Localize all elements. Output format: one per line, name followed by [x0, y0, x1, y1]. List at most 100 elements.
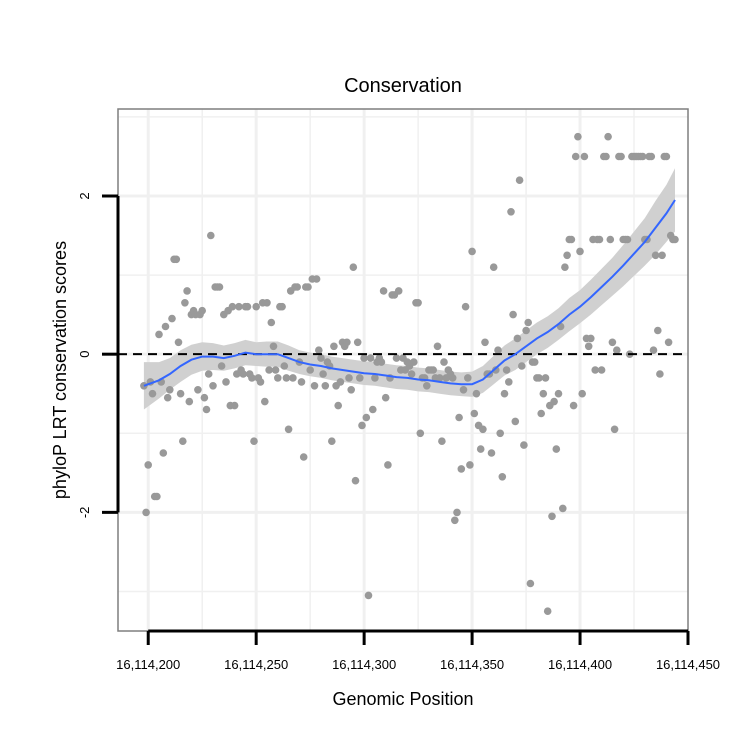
data-point — [476, 445, 485, 453]
data-point — [515, 176, 524, 184]
data-point — [235, 302, 243, 311]
data-point — [289, 374, 297, 382]
data-point — [261, 397, 269, 406]
data-point — [198, 306, 206, 315]
data-point — [153, 492, 161, 501]
data-point — [304, 283, 312, 291]
data-point — [651, 251, 660, 260]
data-point — [513, 334, 522, 343]
data-point — [377, 358, 386, 366]
data-point — [207, 231, 215, 240]
data-point — [148, 389, 157, 398]
y-axis: -2 0 2 — [77, 192, 120, 518]
y-tick-label: 0 — [77, 351, 92, 358]
data-point — [321, 382, 330, 390]
data-point — [269, 342, 278, 351]
data-point — [500, 389, 509, 398]
data-point — [351, 476, 360, 485]
data-point — [552, 445, 561, 453]
data-point — [671, 235, 679, 244]
data-point — [498, 473, 507, 481]
data-point — [496, 429, 505, 438]
data-point — [569, 401, 578, 410]
data-point — [349, 263, 358, 272]
data-point — [265, 366, 273, 374]
y-tick-label: 2 — [77, 192, 92, 199]
data-point — [174, 338, 183, 347]
data-point — [638, 152, 647, 161]
data-point — [561, 263, 569, 272]
data-point — [360, 354, 368, 362]
data-point — [204, 370, 213, 378]
data-point — [369, 405, 377, 414]
data-point — [563, 251, 571, 260]
data-point — [535, 374, 543, 382]
data-point — [330, 342, 338, 351]
data-point — [353, 338, 362, 347]
data-point — [414, 299, 422, 307]
data-point — [163, 393, 172, 402]
data-point — [364, 591, 373, 600]
data-point — [438, 437, 446, 446]
data-point — [179, 437, 187, 446]
data-point — [356, 374, 364, 382]
data-point — [559, 504, 567, 513]
data-point — [574, 132, 582, 141]
data-point — [509, 310, 517, 319]
data-point — [345, 374, 353, 382]
data-point — [591, 366, 599, 374]
data-point — [522, 326, 530, 335]
data-point — [230, 401, 239, 410]
data-point — [183, 287, 191, 295]
chart-title: Conservation — [344, 75, 462, 97]
data-point — [567, 235, 576, 244]
data-point — [250, 437, 258, 446]
data-point — [539, 389, 548, 398]
data-point — [429, 366, 438, 374]
data-point — [423, 382, 431, 390]
data-point — [239, 370, 247, 378]
smooth-curve — [143, 199, 676, 387]
data-point — [315, 346, 323, 355]
data-point — [142, 508, 150, 517]
data-point — [319, 370, 327, 378]
data-point — [658, 251, 666, 260]
data-point — [222, 378, 230, 386]
data-point — [466, 461, 474, 469]
data-point — [274, 374, 282, 382]
data-point — [472, 389, 481, 398]
data-point — [617, 152, 625, 161]
data-point — [494, 346, 502, 355]
data-point — [394, 287, 403, 295]
x-tick-label: 16,114,250 — [224, 657, 288, 672]
x-axis-label: Genomic Position — [332, 689, 473, 709]
data-point — [185, 397, 194, 406]
data-point — [548, 512, 556, 521]
data-point — [526, 579, 535, 588]
data-point — [543, 607, 552, 615]
data-point — [505, 378, 513, 386]
data-point — [451, 516, 459, 525]
data-point — [597, 366, 606, 374]
data-point — [440, 358, 448, 366]
data-point — [200, 393, 209, 402]
data-point — [481, 338, 489, 347]
data-point — [299, 453, 308, 461]
data-point — [228, 302, 237, 311]
data-point — [252, 302, 260, 311]
data-points — [140, 132, 679, 615]
x-tick-label: 16,114,300 — [332, 657, 396, 672]
data-point — [328, 437, 336, 446]
data-point — [578, 389, 586, 398]
data-point — [662, 152, 671, 161]
data-point — [502, 366, 511, 374]
data-point — [159, 449, 168, 457]
data-point — [284, 425, 293, 434]
data-point — [215, 283, 224, 291]
data-point — [263, 299, 271, 307]
data-point — [606, 235, 615, 244]
data-point — [166, 386, 174, 394]
data-point — [267, 318, 276, 327]
data-point — [489, 263, 498, 272]
data-point — [664, 338, 673, 347]
